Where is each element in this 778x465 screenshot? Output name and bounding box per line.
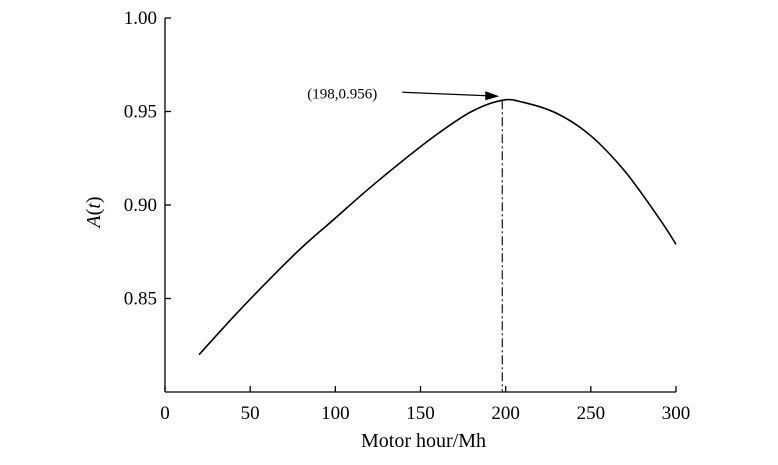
annotation-label: (198,0.956) <box>307 86 377 102</box>
plot-area: 0 50 100 150 200 250 300 0.85 0.90 0.95 1.00 (198… <box>124 8 691 424</box>
y-axis-title-var: t <box>83 203 105 209</box>
x-tick-label: 0 <box>160 403 170 424</box>
x-tick-label: 150 <box>406 403 435 424</box>
y-tick-label: 0.95 <box>124 102 157 123</box>
y-axis-title-open-paren: ( <box>83 208 105 215</box>
x-tick-label: 100 <box>321 403 350 424</box>
y-axis-title-close-paren: ) <box>83 196 105 203</box>
x-axis-title: Motor hour/Mh <box>361 430 486 452</box>
x-tick-label: 300 <box>662 403 691 424</box>
y-axis-title-main: A <box>83 215 105 230</box>
series-line <box>198 98 677 356</box>
y-ticks: 0.85 0.90 0.95 1.00 <box>124 8 171 310</box>
x-tick-label: 250 <box>577 403 606 424</box>
annotation-arrow <box>402 91 488 97</box>
y-axis-title: A(t) <box>83 196 105 229</box>
x-tick-label: 50 <box>241 403 260 424</box>
annotation-arrowhead <box>485 91 500 101</box>
x-tick-label: 200 <box>491 403 520 424</box>
y-tick-label: 0.90 <box>124 195 157 216</box>
y-tick-label: 1.00 <box>124 8 157 29</box>
y-tick-label: 0.85 <box>124 289 157 310</box>
x-ticks: 0 50 100 150 200 250 300 <box>160 386 690 424</box>
